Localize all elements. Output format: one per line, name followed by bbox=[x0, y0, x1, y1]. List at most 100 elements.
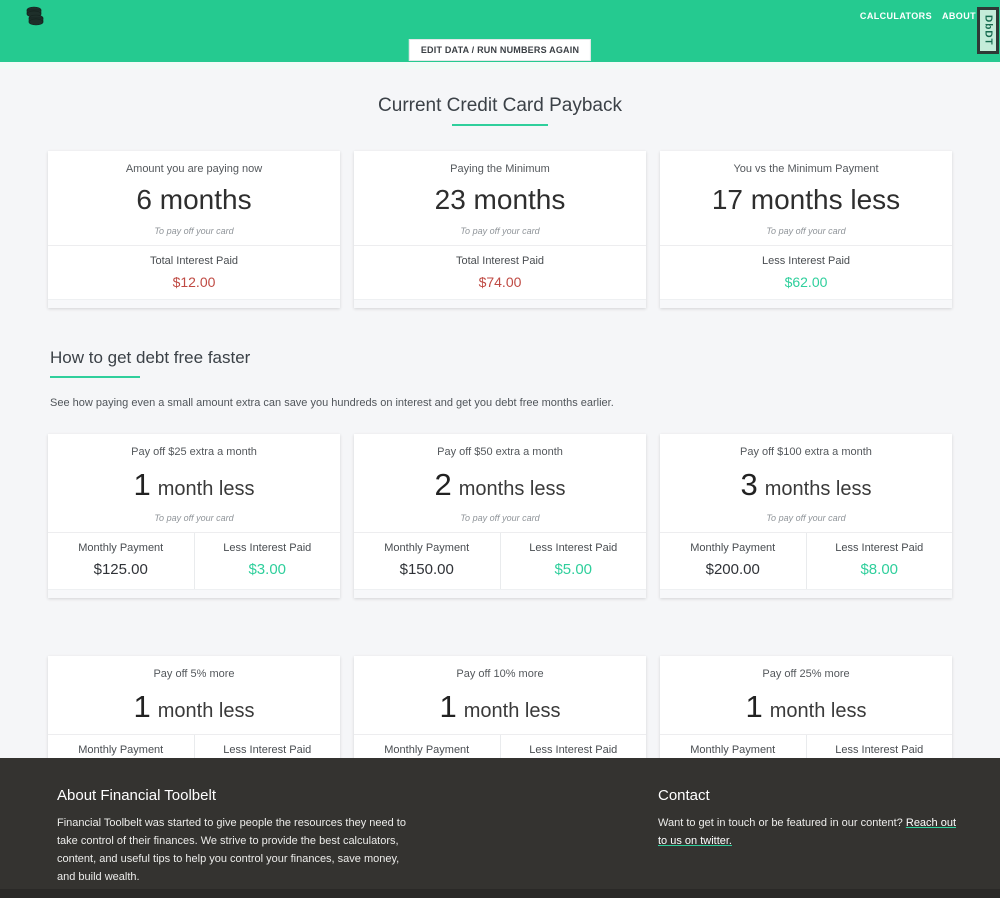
card-body: You vs the Minimum Payment 17 months les… bbox=[660, 151, 952, 245]
section-title-debt-free: How to get debt free faster bbox=[50, 348, 251, 367]
card-label: Pay off $50 extra a month bbox=[437, 446, 563, 458]
card-body: Amount you are paying now 6 months To pa… bbox=[48, 151, 340, 245]
less-interest-stat: Less Interest Paid $5.00 bbox=[499, 533, 647, 589]
months-unit: months less bbox=[764, 478, 872, 500]
stat-value: $200.00 bbox=[705, 561, 760, 578]
stat-label: Monthly Payment bbox=[78, 542, 164, 554]
card-subnote: To pay off your card bbox=[460, 513, 540, 523]
stat-label: Less Interest Paid bbox=[529, 744, 618, 756]
stat-value: $150.00 bbox=[399, 561, 454, 578]
card-footer-strip bbox=[354, 589, 646, 598]
dbdt-side-badge[interactable]: DbDT bbox=[977, 7, 999, 54]
card-body: Pay off $25 extra a month 1 month less To… bbox=[48, 434, 340, 532]
header-bar: CALCULATORS ABOUT EDIT DATA / RUN NUMBER… bbox=[0, 0, 1000, 62]
page-title: Current Credit Card Payback bbox=[378, 95, 622, 116]
footer-bottom-strip bbox=[0, 889, 1000, 898]
card-big-value: 17 months less bbox=[711, 184, 901, 215]
card-footer-strip bbox=[660, 299, 952, 308]
footer-columns: About Financial Toolbelt Financial Toolb… bbox=[0, 758, 1000, 887]
section-accent-underline bbox=[50, 376, 140, 378]
card-label: Pay off 25% more bbox=[762, 668, 850, 680]
card-label: Amount you are paying now bbox=[125, 163, 263, 175]
card-paying-minimum: Paying the Minimum 23 months To pay off … bbox=[354, 151, 646, 308]
card-body: Paying the Minimum 23 months To pay off … bbox=[354, 151, 646, 245]
coin-stack-logo-icon[interactable] bbox=[24, 5, 46, 29]
dbdt-badge-label: DbDT bbox=[982, 15, 994, 46]
card-you-vs-minimum: You vs the Minimum Payment 17 months les… bbox=[660, 151, 952, 308]
card-big-value: 1 month less bbox=[56, 467, 332, 503]
card-body: Pay off 10% more 1 month less bbox=[354, 656, 646, 734]
stat-label: Total Interest Paid bbox=[149, 255, 239, 267]
months-unit: month less bbox=[157, 478, 255, 500]
monthly-payment-stat: Monthly Payment $150.00 bbox=[354, 533, 500, 589]
stat-value: $5.00 bbox=[554, 561, 593, 578]
months-unit: month less bbox=[769, 700, 867, 722]
card-label: Pay off $25 extra a month bbox=[131, 446, 257, 458]
card-label: Paying the Minimum bbox=[450, 163, 550, 175]
months-number: 1 bbox=[439, 689, 457, 724]
stat-label: Less Interest Paid bbox=[529, 542, 618, 554]
months-unit: month less bbox=[463, 700, 561, 722]
stat-value: $74.00 bbox=[478, 274, 522, 290]
card-subnote: To pay off your card bbox=[154, 226, 234, 236]
card-stats: Monthly Payment $200.00 Less Interest Pa… bbox=[660, 532, 952, 589]
card-big-value: 2 months less bbox=[362, 467, 638, 503]
card-label: Pay off $100 extra a month bbox=[740, 446, 872, 458]
card-paying-now: Amount you are paying now 6 months To pa… bbox=[48, 151, 340, 308]
card-big-value: 6 months bbox=[136, 184, 252, 215]
title-accent-underline bbox=[452, 124, 548, 126]
stat-label: Monthly Payment bbox=[384, 744, 470, 756]
card-label: Pay off 5% more bbox=[153, 668, 235, 680]
card-footer-strip bbox=[48, 299, 340, 308]
stat-label: Total Interest Paid bbox=[455, 255, 545, 267]
footer-about-column: About Financial Toolbelt Financial Toolb… bbox=[57, 787, 417, 887]
card-big-value: 23 months bbox=[434, 184, 566, 215]
months-unit: month less bbox=[157, 700, 255, 722]
card-footer-strip bbox=[354, 299, 646, 308]
contact-text: Want to get in touch or be featured in o… bbox=[658, 817, 903, 829]
card-body: Pay off 25% more 1 month less bbox=[660, 656, 952, 734]
twitter-link[interactable]: Reach out to us on twitter. bbox=[658, 817, 957, 848]
months-number: 1 bbox=[133, 467, 151, 502]
nav-calculators-link[interactable]: CALCULATORS bbox=[859, 11, 932, 21]
card-big-value: 1 month less bbox=[362, 689, 638, 725]
months-number: 1 bbox=[745, 689, 763, 724]
page-footer: About Financial Toolbelt Financial Toolb… bbox=[0, 758, 1000, 898]
stat-label: Less Interest Paid bbox=[761, 255, 851, 267]
edit-data-button[interactable]: EDIT DATA / RUN NUMBERS AGAIN bbox=[408, 39, 592, 61]
stat-label: Less Interest Paid bbox=[835, 542, 924, 554]
less-interest-stat: Less Interest Paid $3.00 bbox=[193, 533, 341, 589]
stat-value: $12.00 bbox=[172, 274, 216, 290]
card-subnote: To pay off your card bbox=[460, 226, 540, 236]
card-body: Pay off $100 extra a month 3 months less … bbox=[660, 434, 952, 532]
stat-label: Monthly Payment bbox=[690, 542, 776, 554]
card-subnote: To pay off your card bbox=[766, 513, 846, 523]
footer-contact-column: Contact Want to get in touch or be featu… bbox=[658, 787, 958, 887]
months-number: 1 bbox=[133, 689, 151, 724]
stat-value: $62.00 bbox=[784, 274, 828, 290]
monthly-payment-stat: Monthly Payment $125.00 bbox=[48, 533, 194, 589]
card-subnote: To pay off your card bbox=[766, 226, 846, 236]
card-stat: Less Interest Paid $62.00 bbox=[660, 245, 952, 299]
footer-about-title: About Financial Toolbelt bbox=[57, 787, 216, 804]
months-unit: months less bbox=[458, 478, 566, 500]
card-big-value: 1 month less bbox=[668, 689, 944, 725]
stat-value: $3.00 bbox=[248, 561, 287, 578]
coin-stack-icon bbox=[26, 6, 44, 26]
payback-cards-row: Amount you are paying now 6 months To pa… bbox=[48, 151, 952, 308]
card-extra-100: Pay off $100 extra a month 3 months less … bbox=[660, 434, 952, 598]
card-body: Pay off $50 extra a month 2 months less T… bbox=[354, 434, 646, 532]
card-body: Pay off 5% more 1 month less bbox=[48, 656, 340, 734]
months-number: 2 bbox=[434, 467, 452, 502]
footer-about-text: Financial Toolbelt was started to give p… bbox=[57, 817, 406, 884]
stat-label: Less Interest Paid bbox=[835, 744, 924, 756]
stat-value: $8.00 bbox=[860, 561, 899, 578]
stat-value: $125.00 bbox=[93, 561, 148, 578]
card-subnote: To pay off your card bbox=[154, 513, 234, 523]
card-label: Pay off 10% more bbox=[456, 668, 544, 680]
card-stat: Total Interest Paid $12.00 bbox=[48, 245, 340, 299]
section-description: See how paying even a small amount extra… bbox=[50, 397, 614, 409]
card-extra-50: Pay off $50 extra a month 2 months less T… bbox=[354, 434, 646, 598]
footer-contact-title: Contact bbox=[658, 787, 710, 804]
nav-about-link[interactable]: ABOUT bbox=[942, 11, 976, 21]
